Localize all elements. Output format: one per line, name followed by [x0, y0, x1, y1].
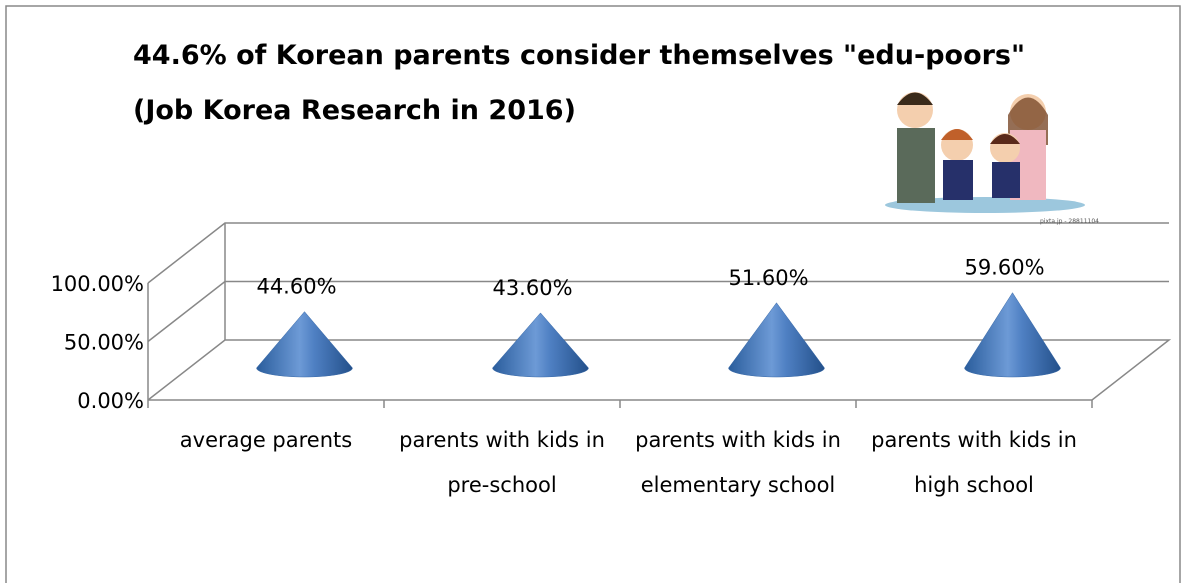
grid-line [147, 339, 1172, 401]
grid-line [147, 280, 1169, 343]
chart-title: 44.6% of Korean parents consider themsel… [133, 40, 1026, 71]
grid-line [147, 222, 1169, 284]
illustration [885, 92, 1085, 213]
x-tick-label: average parents [179, 428, 353, 452]
y-tick-label: 100.00% [51, 272, 144, 296]
x-tick-label: parents with kids in pre-school [399, 428, 605, 497]
value-label: 51.60% [728, 266, 808, 290]
chart-subtitle: (Job Korea Research in 2016) [133, 95, 576, 126]
cone [964, 292, 1061, 378]
value-label: 44.60% [256, 275, 336, 299]
cone [492, 312, 589, 378]
y-tick-label: 0.00% [77, 389, 144, 413]
cone [728, 302, 825, 378]
value-label: 43.60% [492, 276, 572, 300]
chart-border [5, 5, 1181, 583]
y-tick-label: 50.00% [64, 331, 144, 355]
value-label: 59.60% [964, 256, 1044, 280]
cone [256, 311, 353, 378]
x-tick-label: parents with kids in elementary school [635, 428, 841, 497]
image-credit: pixta.jp - 28811104 [1040, 218, 1099, 225]
x-tick-label: parents with kids in high school [871, 428, 1077, 497]
